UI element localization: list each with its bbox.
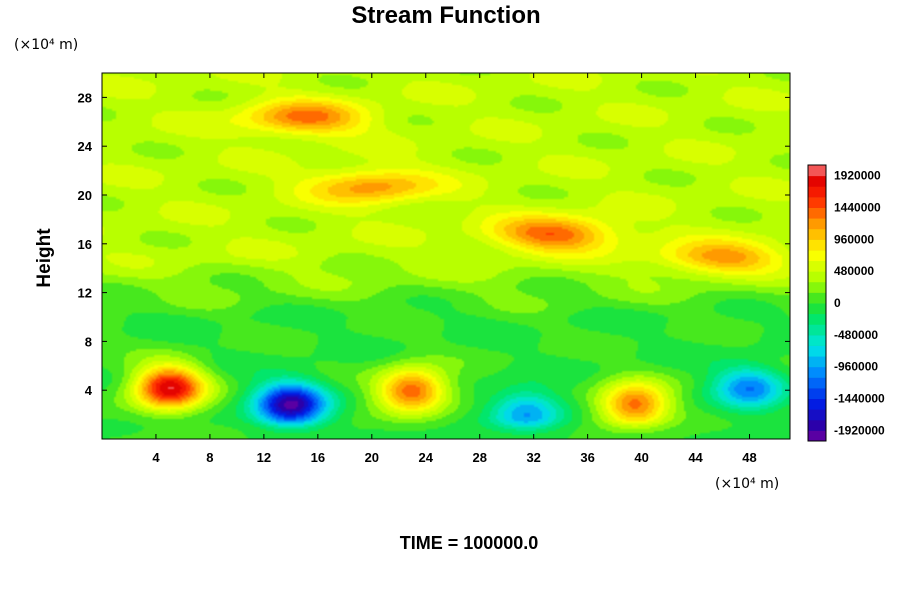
colorbar-band [808, 313, 826, 325]
y-tick-label: 16 [78, 237, 92, 252]
colorbar-band [808, 249, 826, 262]
colorbar-band [808, 271, 826, 283]
colorbar-tick-label: 0 [834, 296, 841, 310]
colorbar-band [808, 345, 826, 357]
colorbar-tick-label: 480000 [834, 264, 874, 278]
colorbar-band [808, 419, 826, 431]
colorbar-band [808, 377, 826, 389]
colorbar-bands [808, 164, 826, 442]
y-axis-ticks: 4 8 12 16 20 24 28 [78, 90, 790, 398]
colorbar-band [808, 366, 826, 378]
colorbar-tick-label: 1920000 [834, 169, 881, 183]
colorbar-band [808, 175, 826, 187]
x-tick-label: 8 [206, 450, 213, 465]
x-tick-label: 16 [311, 450, 325, 465]
colorbar: 1920000 1440000 960000 480000 0 -480000 -96000… [807, 164, 885, 442]
colorbar-band [808, 218, 826, 230]
colorbar-ticks: 1920000 1440000 960000 480000 0 -480000 -96000… [834, 169, 885, 438]
x-tick-label: 48 [742, 450, 756, 465]
x-tick-label: 20 [365, 450, 379, 465]
x-axis-ticks: 4 8 12 16 20 24 28 32 36 40 44 48 [152, 73, 757, 465]
y-axis-unit: (×10⁴ m) [14, 37, 78, 53]
colorbar-tick-label: -1920000 [834, 423, 885, 437]
colorbar-band [808, 356, 826, 368]
colorbar-band [808, 196, 826, 208]
y-tick-label: 12 [78, 286, 92, 301]
y-axis-label: Height [34, 228, 55, 288]
x-tick-label: 40 [634, 450, 648, 465]
chart-title: Stream Function [351, 2, 540, 29]
x-tick-label: 44 [688, 450, 703, 465]
y-tick-label: 8 [85, 334, 92, 349]
heatmap-plot-area [101, 72, 791, 440]
time-label: TIME = 100000.0 [400, 533, 539, 553]
colorbar-band [808, 303, 826, 315]
colorbar-tick-label: 960000 [834, 232, 874, 246]
x-tick-label: 4 [152, 450, 160, 465]
colorbar-tick-label: -1440000 [834, 392, 885, 406]
colorbar-band [808, 334, 826, 346]
colorbar-tick-label: 1440000 [834, 200, 881, 214]
x-tick-label: 12 [257, 450, 271, 465]
colorbar-band [808, 239, 826, 251]
y-tick-label: 4 [85, 383, 93, 398]
colorbar-band [808, 398, 826, 410]
colorbar-band [808, 207, 826, 219]
colorbar-band [808, 165, 826, 177]
x-axis-unit: (×10⁴ m) [715, 476, 779, 492]
y-tick-label: 20 [78, 188, 92, 203]
x-tick-label: 28 [472, 450, 486, 465]
x-tick-label: 36 [580, 450, 594, 465]
x-tick-label: 24 [419, 450, 434, 465]
colorbar-tick-label: -960000 [834, 360, 878, 374]
colorbar-tick-label: -480000 [834, 328, 878, 342]
colorbar-band [808, 260, 826, 272]
plot-frame [101, 72, 791, 440]
colorbar-frame [807, 164, 827, 442]
colorbar-band [808, 324, 826, 336]
heatmap-image [102, 73, 790, 439]
colorbar-band [808, 409, 826, 421]
colorbar-band [808, 281, 826, 293]
colorbar-band [808, 228, 826, 240]
y-tick-label: 24 [78, 139, 93, 154]
x-tick-label: 32 [526, 450, 540, 465]
colorbar-band [808, 186, 826, 198]
colorbar-band [808, 387, 826, 400]
colorbar-band [808, 430, 826, 442]
colorbar-band [808, 292, 826, 304]
y-tick-label: 28 [78, 90, 92, 105]
